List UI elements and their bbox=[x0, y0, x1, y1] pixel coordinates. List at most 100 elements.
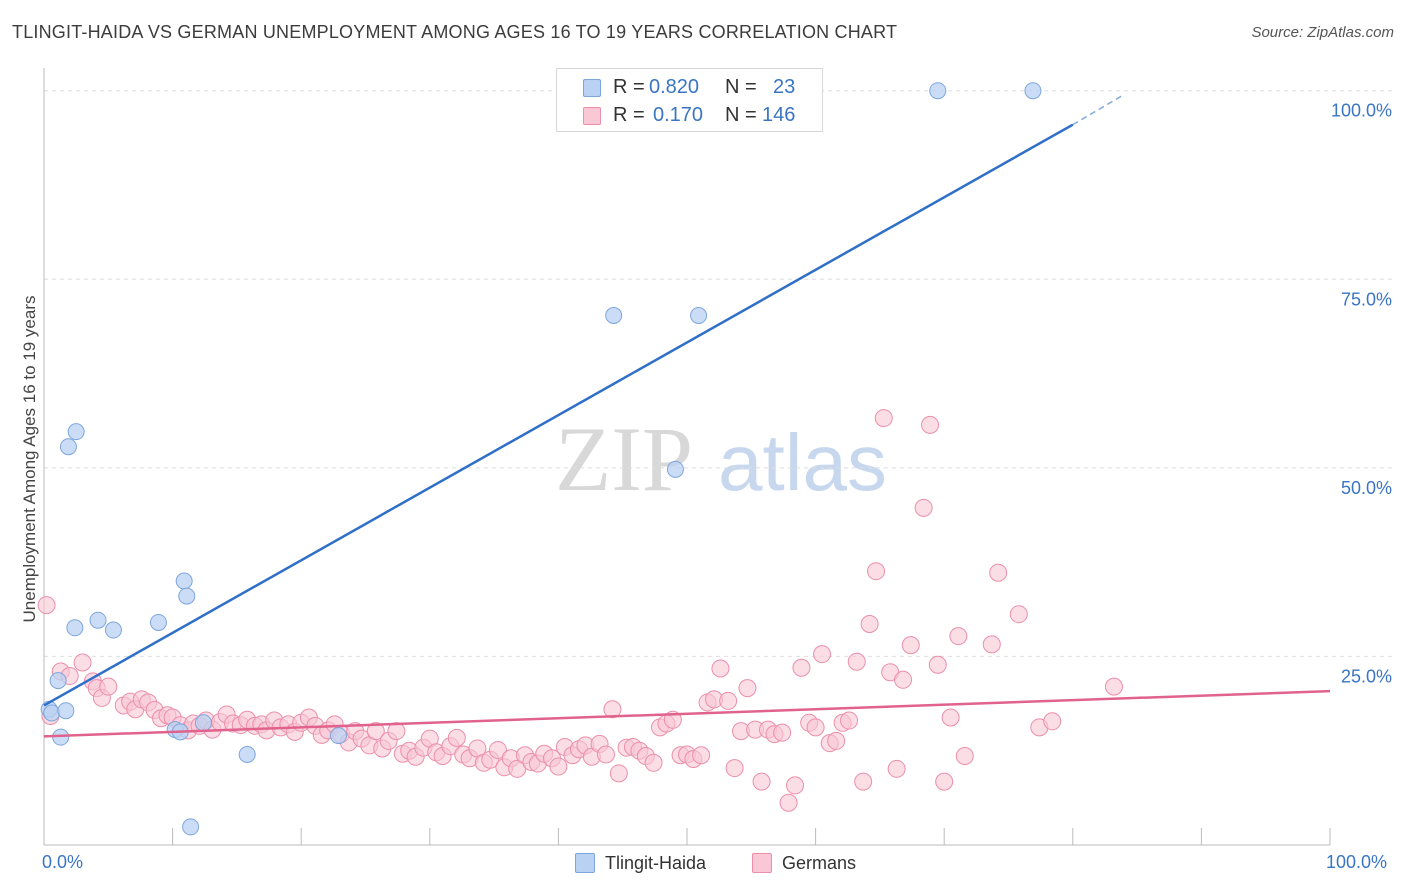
tlingit-haida-point bbox=[666, 460, 684, 478]
germans-point bbox=[949, 627, 968, 646]
germans-point bbox=[921, 415, 940, 434]
tlingit-haida-point bbox=[67, 423, 85, 441]
tlingit-haida-point bbox=[1024, 82, 1042, 100]
tlingit-haida-point bbox=[59, 438, 77, 456]
tlingit-haida-trendline bbox=[43, 123, 1074, 707]
germans-point bbox=[1104, 677, 1123, 696]
germans-point bbox=[447, 728, 466, 747]
legend: Tlingit-Haida Germans bbox=[0, 852, 1406, 880]
tlingit-haida-point bbox=[605, 306, 623, 324]
tlingit-haida-point bbox=[238, 745, 256, 763]
y-tick-label: 75.0% bbox=[1341, 289, 1392, 309]
x-tick-label-min: 0.0% bbox=[42, 852, 84, 872]
germans-point bbox=[779, 793, 798, 812]
tlingit-haida-point bbox=[182, 818, 200, 836]
germans-point bbox=[725, 759, 744, 778]
stats-n-label: N = bbox=[725, 104, 757, 126]
y-tick-labels: 25.0% 50.0% 75.0% 100.0% bbox=[1331, 101, 1392, 687]
tlingit-haida-point bbox=[66, 619, 84, 637]
germans-point bbox=[860, 614, 879, 633]
stats-swatch-tlingit bbox=[583, 79, 601, 97]
germans-point bbox=[901, 636, 920, 655]
germans-point bbox=[692, 746, 711, 765]
tlingit-haida-point bbox=[929, 82, 947, 100]
stats-swatch-germans bbox=[583, 107, 601, 125]
tlingit-haida-point bbox=[104, 621, 122, 639]
tlingit-haida-trendline-extension bbox=[1072, 93, 1125, 126]
tlingit-haida-point bbox=[175, 572, 193, 590]
legend-swatch-tlingit bbox=[575, 853, 595, 873]
legend-label-germans: Germans bbox=[782, 853, 857, 873]
germans-point bbox=[37, 596, 56, 615]
germans-point bbox=[366, 722, 385, 741]
germans-point bbox=[738, 679, 757, 698]
tlingit-haida-point bbox=[43, 704, 61, 722]
stats-r-label: R = bbox=[613, 76, 645, 98]
germans-point bbox=[792, 658, 811, 677]
germans-point bbox=[1009, 605, 1028, 624]
germans-trendline bbox=[43, 689, 1331, 738]
germans-point bbox=[603, 700, 622, 719]
y-axis-label: Unemployment Among Ages 16 to 19 years bbox=[20, 295, 39, 623]
germans-point bbox=[488, 740, 507, 759]
germans-point bbox=[719, 691, 738, 710]
germans-point bbox=[847, 652, 866, 671]
germans-point bbox=[644, 753, 663, 772]
germans-point bbox=[941, 708, 960, 727]
tlingit-haida-point bbox=[149, 613, 167, 631]
y-tick-label: 25.0% bbox=[1341, 666, 1392, 686]
germans-point bbox=[596, 745, 615, 764]
stats-n-value: 146 bbox=[762, 104, 796, 126]
watermark-zip: ZIP bbox=[555, 408, 693, 510]
tlingit-haida-point bbox=[329, 727, 347, 745]
tlingit-haida-point bbox=[178, 587, 196, 605]
source-label: Source: ZipAtlas.com bbox=[1251, 24, 1394, 41]
germans-point bbox=[982, 635, 1001, 654]
legend-label-tlingit: Tlingit-Haida bbox=[605, 853, 707, 873]
germans-point bbox=[99, 677, 118, 696]
y-tick-label: 50.0% bbox=[1341, 478, 1392, 498]
stats-row-germans: R = 0.170 N = 146 bbox=[557, 101, 822, 129]
germans-point bbox=[711, 659, 730, 678]
stats-r-value: 0.170 bbox=[653, 104, 704, 126]
germans-point bbox=[887, 759, 906, 778]
germans-point bbox=[874, 409, 893, 428]
germans-point bbox=[1043, 712, 1062, 731]
germans-point bbox=[989, 563, 1008, 582]
chart-title: TLINGIT-HAIDA VS GERMAN UNEMPLOYMENT AMO… bbox=[12, 22, 898, 42]
tlingit-haida-point bbox=[57, 702, 75, 720]
germans-point bbox=[894, 670, 913, 689]
tlingit-haida-point bbox=[89, 611, 107, 629]
watermark-atlas: atlas bbox=[718, 418, 887, 507]
germans-point bbox=[955, 746, 974, 765]
germans-point bbox=[73, 653, 92, 672]
germans-point bbox=[609, 764, 628, 783]
germans-point bbox=[813, 645, 832, 664]
watermark: ZIP atlas bbox=[555, 408, 887, 510]
stats-n-label: N = bbox=[725, 76, 757, 98]
germans-point bbox=[935, 772, 954, 791]
tlingit-haida-points bbox=[40, 82, 1042, 836]
germans-point bbox=[867, 562, 886, 581]
germans-point bbox=[752, 772, 771, 791]
trendlines bbox=[43, 93, 1331, 738]
germans-point bbox=[914, 498, 933, 517]
tlingit-haida-point bbox=[194, 714, 212, 732]
germans-point bbox=[549, 757, 568, 776]
x-tick-label-max: 100.0% bbox=[1326, 852, 1388, 872]
germans-point bbox=[854, 772, 873, 791]
germans-point bbox=[387, 722, 406, 741]
stats-n-value: 23 bbox=[773, 76, 796, 98]
tlingit-haida-point bbox=[690, 306, 708, 324]
germans-point bbox=[773, 723, 792, 742]
stats-r-label: R = bbox=[613, 104, 645, 126]
stats-row-tlingit: R = 0.820 N = 23 bbox=[557, 73, 822, 101]
tlingit-haida-point bbox=[49, 672, 67, 690]
stats-box: R = 0.820 N = 23 R = 0.170 N = 146 bbox=[556, 68, 823, 132]
germans-point bbox=[928, 655, 947, 674]
stats-r-value: 0.820 bbox=[649, 76, 700, 98]
germans-point bbox=[786, 776, 805, 795]
germans-point bbox=[806, 718, 825, 737]
gridlines bbox=[44, 90, 1392, 657]
